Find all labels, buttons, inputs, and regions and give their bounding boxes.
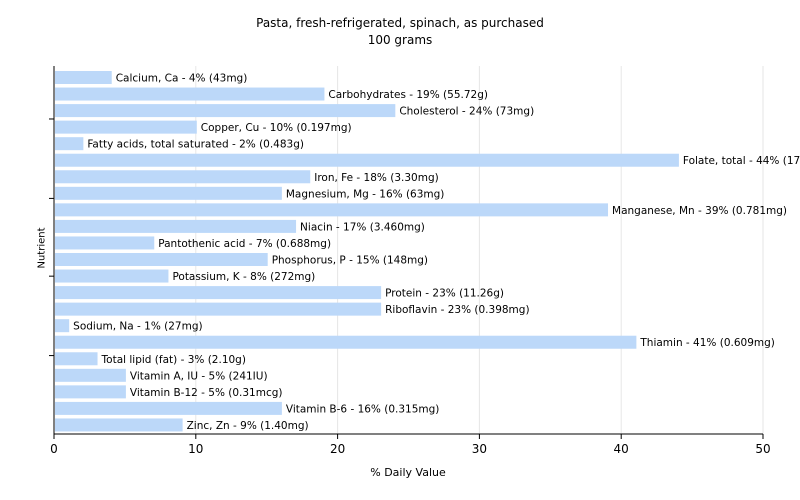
data-label: Calcium, Ca - 4% (43mg): [116, 73, 248, 85]
data-label: Cholesterol - 24% (73mg): [399, 106, 534, 118]
bar: [55, 153, 679, 167]
data-label: Magnesium, Mg - 16% (63mg): [286, 188, 445, 200]
bar: [55, 219, 297, 233]
bar: [55, 87, 325, 101]
data-label: Phosphorus, P - 15% (148mg): [272, 255, 428, 267]
bar: [55, 401, 282, 415]
bar: [55, 236, 155, 250]
chart-subtitle: 100 grams: [367, 33, 433, 47]
x-tick-label: 20: [330, 442, 345, 456]
y-axis-label: Nutrient: [36, 227, 48, 269]
bar: [55, 302, 382, 316]
bar: [55, 335, 637, 349]
data-label: Folate, total - 44% (177mcg): [683, 155, 800, 167]
data-label: Vitamin B-6 - 16% (0.315mg): [286, 403, 440, 415]
data-label: Manganese, Mn - 39% (0.781mg): [612, 205, 787, 217]
bar: [55, 269, 169, 283]
data-label: Pantothenic acid - 7% (0.688mg): [158, 238, 331, 250]
data-label: Iron, Fe - 18% (3.30mg): [314, 172, 438, 184]
bar: [55, 71, 112, 84]
x-axis-label: % Daily Value: [370, 466, 446, 479]
bar: [55, 120, 197, 134]
bar: [55, 352, 98, 366]
data-label: Niacin - 17% (3.460mg): [300, 221, 425, 233]
data-label: Fatty acids, total saturated - 2% (0.483…: [87, 139, 304, 151]
data-label: Riboflavin - 23% (0.398mg): [385, 304, 529, 316]
bar: [55, 319, 70, 333]
bar: [55, 137, 84, 151]
data-label: Potassium, K - 8% (272mg): [172, 271, 315, 283]
data-label: Thiamin - 41% (0.609mg): [639, 337, 775, 349]
data-label: Vitamin A, IU - 5% (241IU): [130, 370, 268, 382]
bar: [55, 418, 183, 432]
x-tick-label: 40: [614, 442, 629, 456]
bar: [55, 368, 126, 382]
data-label: Total lipid (fat) - 3% (2.10g): [101, 354, 246, 366]
x-tick-label: 50: [755, 442, 770, 456]
x-tick-label: 0: [50, 442, 58, 456]
bar: [55, 203, 609, 217]
data-label: Zinc, Zn - 9% (1.40mg): [187, 420, 309, 432]
bar: [55, 186, 282, 200]
data-label: Sodium, Na - 1% (27mg): [73, 321, 202, 333]
data-label: Carbohydrates - 19% (55.72g): [328, 89, 488, 101]
bar: [55, 170, 311, 184]
bar: [55, 253, 268, 266]
bar: [55, 286, 382, 300]
bar: [55, 104, 396, 118]
bar: [55, 385, 126, 399]
data-label: Copper, Cu - 10% (0.197mg): [201, 122, 352, 134]
x-tick-label: 30: [472, 442, 487, 456]
x-tick-label: 10: [188, 442, 203, 456]
data-label: Protein - 23% (11.26g): [385, 288, 504, 300]
data-label: Vitamin B-12 - 5% (0.31mcg): [130, 387, 283, 399]
chart-title: Pasta, fresh-refrigerated, spinach, as p…: [256, 16, 544, 30]
